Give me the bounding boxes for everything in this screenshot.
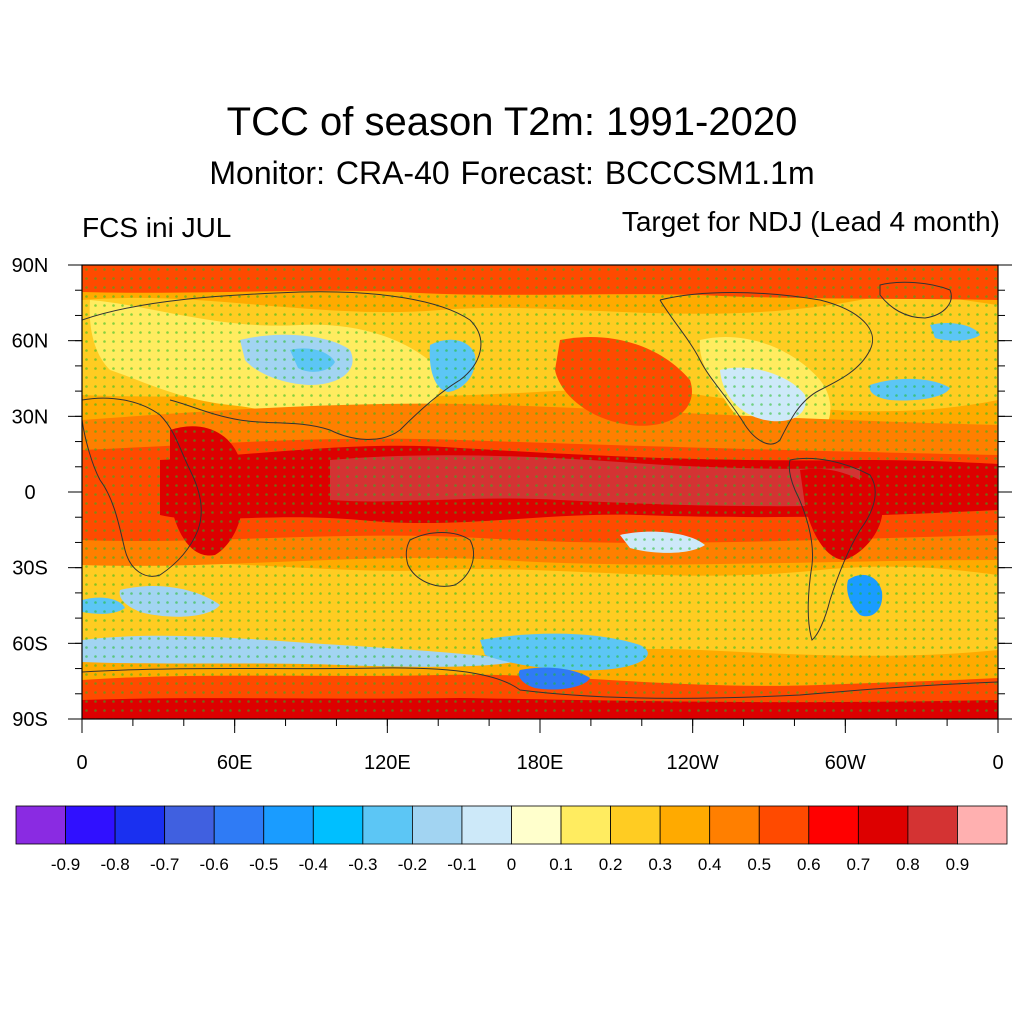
colorbar-label: 0.1 [549, 855, 573, 874]
colorbar-swatch [907, 805, 958, 845]
colorbar-swatch [758, 805, 810, 845]
colorbar-label: -0.9 [51, 855, 80, 874]
lat-tick-label: 90N [12, 255, 49, 277]
coastline-greenland [879, 281, 952, 319]
colorbar-swatch [511, 805, 562, 845]
colorbar-swatch [461, 805, 512, 845]
colorbar-label: 0.9 [946, 855, 970, 874]
colorbar-label: -0.2 [398, 855, 427, 874]
colorbar-label: 0.8 [896, 855, 920, 874]
colorbar-label: 0.7 [847, 855, 871, 874]
colorbar-swatch [213, 805, 265, 845]
colorbar-swatch [610, 805, 661, 845]
colorbar-label: -0.7 [150, 855, 179, 874]
coastline-australia [405, 532, 474, 587]
lon-tick-label: 120E [364, 752, 411, 774]
colorbar-swatch [560, 805, 611, 845]
colorbar-label: -0.5 [249, 855, 278, 874]
colorbar-label: -0.8 [100, 855, 129, 874]
lon-tick-label: 60W [825, 752, 866, 774]
lat-tick-label: 90S [12, 709, 48, 731]
lat-tick-label: 30N [12, 406, 49, 428]
coastline-north-america [659, 292, 873, 445]
colorbar-label: -0.4 [299, 855, 328, 874]
chart-title: TCC of season T2m: 1991-2020 [226, 100, 798, 144]
colorbar-swatch [857, 805, 909, 845]
lon-tick-label: 120W [667, 752, 719, 774]
colorbar-swatch [957, 805, 1008, 845]
chart-subtitle: Monitor: CRA-40 Forecast: BCCCSM1.1m [209, 155, 815, 191]
tcc-field [82, 265, 998, 719]
target-season-label: Target for NDJ (Lead 4 month) [621, 206, 1000, 237]
lat-tick-label: 0 [24, 482, 35, 504]
colorbar-swatch [709, 805, 760, 845]
colorbar-label: 0 [507, 855, 516, 874]
colorbar-swatch [263, 805, 314, 845]
colorbar-swatch [65, 805, 116, 845]
lon-tick-label: 180E [517, 752, 564, 774]
colorbar-swatch [312, 805, 364, 845]
colorbar-swatch [164, 805, 215, 845]
lon-tick-label: 0 [76, 752, 87, 774]
lat-tick-label: 30S [12, 558, 48, 580]
colorbar-swatch [808, 805, 859, 845]
coastline-antarctica [82, 667, 998, 699]
colorbar-swatch [15, 805, 66, 845]
initialization-label: FCS ini JUL [82, 212, 232, 243]
colorbar-label: -0.6 [200, 855, 229, 874]
colorbar-label: 0.2 [599, 855, 623, 874]
colorbar-label: 0.4 [698, 855, 722, 874]
colorbar-label: -0.3 [348, 855, 377, 874]
map-axes: 90N 60N 30N 0 30S 60S 90S 0 60E 120E 180E 120W 60W 0 [12, 255, 1012, 774]
lon-tick-label: 0 [992, 752, 1003, 774]
coastline-africa [82, 397, 202, 577]
colorbar-swatch [659, 805, 711, 845]
colorbar-label: 0.6 [797, 855, 821, 874]
significance-stipple [82, 265, 998, 719]
colorbar-label: 0.3 [648, 855, 672, 874]
colorbar-label: -0.1 [447, 855, 476, 874]
lat-tick-label: 60N [12, 331, 49, 353]
colorbar-label: 0.5 [747, 855, 771, 874]
coastline-eurasia [82, 291, 482, 440]
colorbar-swatch [114, 805, 166, 845]
colorbar-swatch [411, 805, 463, 845]
coastline-south-america [788, 457, 876, 641]
lat-tick-label: 60S [12, 633, 48, 655]
coastlines [82, 281, 998, 699]
lon-tick-label: 60E [217, 752, 253, 774]
colorbar: -0.9 -0.8 -0.7 -0.6 -0.5 -0.4 -0.3 -0.2 -0.1 0 0.1… [15, 805, 1008, 874]
colorbar-swatch [362, 805, 413, 845]
